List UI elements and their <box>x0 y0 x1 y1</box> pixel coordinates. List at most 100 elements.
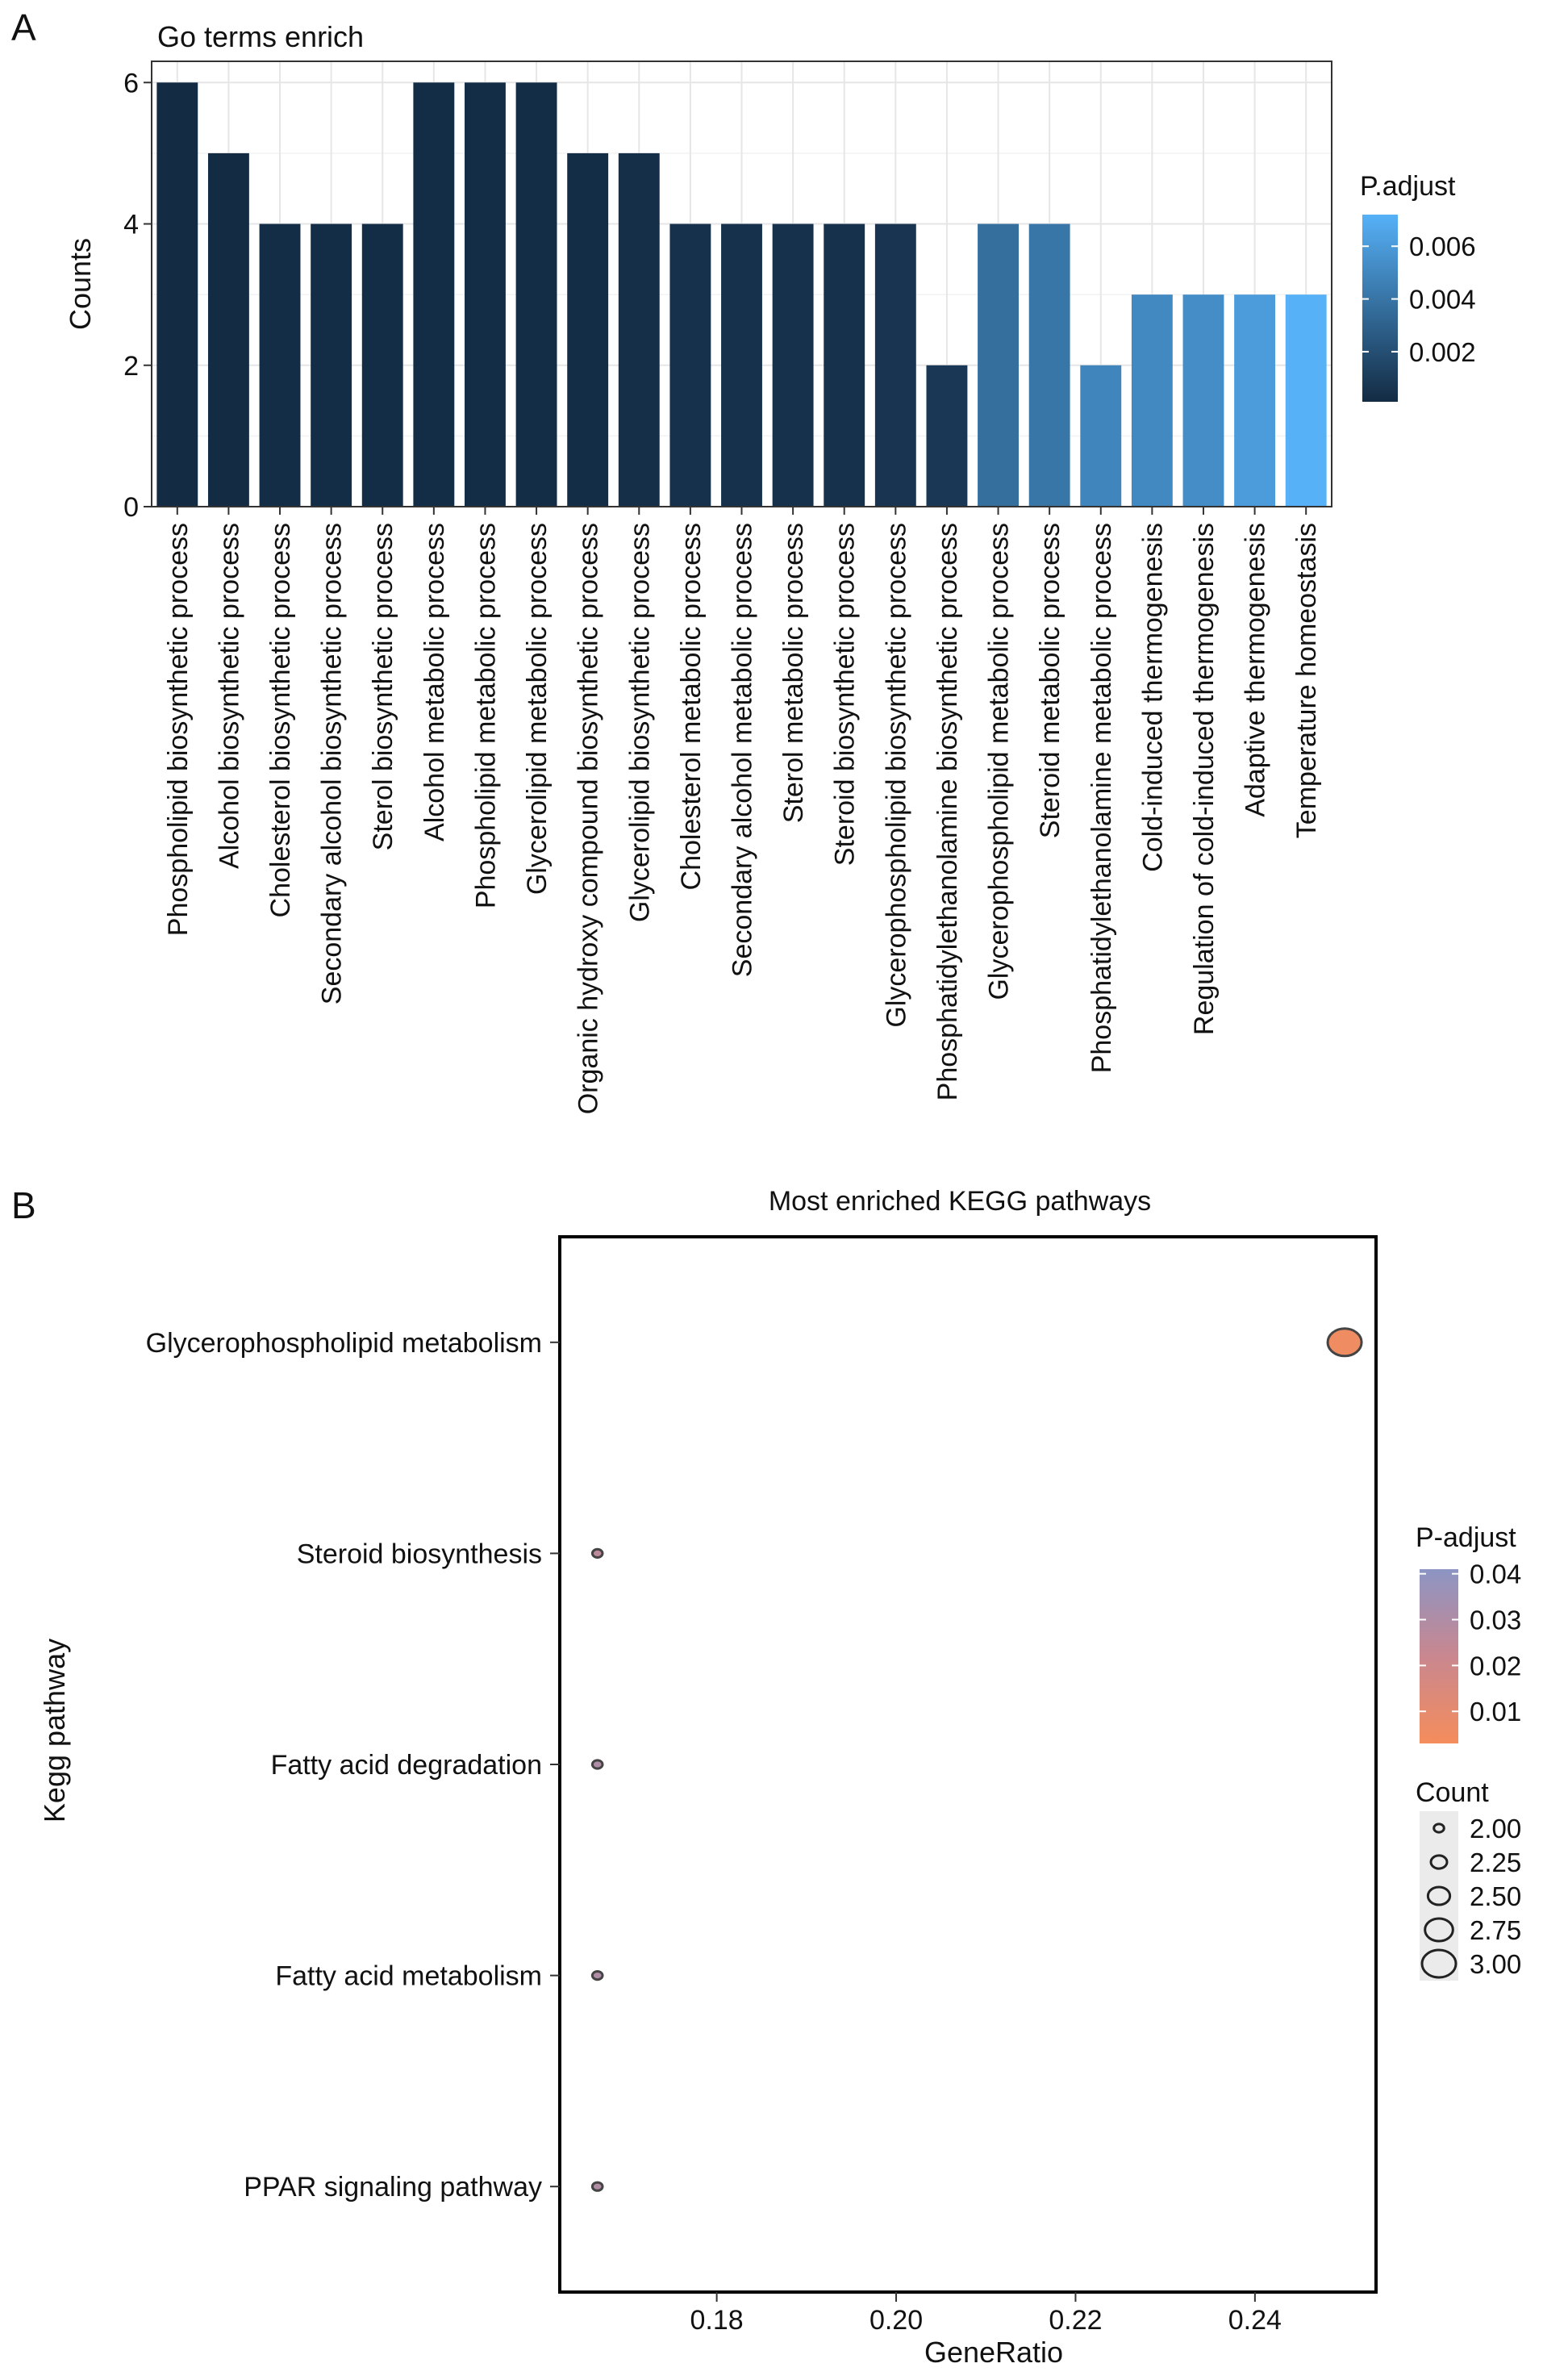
chart-a-bar <box>669 223 711 507</box>
chart-b-points <box>590 1327 1363 2192</box>
chart-b-point <box>1326 1327 1363 1358</box>
chart-b-size-legend-title: Count <box>1416 1777 1489 1808</box>
chart-b-y-tick-label: Fatty acid degradation <box>271 1750 542 1781</box>
chart-a-bar <box>156 82 198 507</box>
chart-b-x-axis-title: GeneRatio <box>924 2336 1063 2369</box>
chart-b-size-legend-circle <box>1424 1917 1454 1943</box>
chart-a-bar <box>1028 223 1070 507</box>
chart-b-size-legend-label: 2.75 <box>1470 1915 1521 1945</box>
chart-b-color-legend-title: P-adjust <box>1416 1522 1516 1553</box>
chart-b-x-tick-label: 0.18 <box>690 2305 744 2336</box>
chart-a-x-tick-label: Phospholipid biosynthetic process <box>163 523 194 936</box>
chart-b-x-tick-label: 0.20 <box>870 2305 923 2336</box>
panel-a-bar-chart: A Go terms enrich 0 2 4 6 Phospholipid bios… <box>11 6 1476 1114</box>
chart-b-size-legend-label: 2.25 <box>1470 1848 1521 1877</box>
chart-a-bar <box>1234 294 1276 507</box>
chart-a-bar <box>1080 365 1122 507</box>
chart-a-y-tick-label: 0 <box>123 492 139 523</box>
chart-a-x-tick-label: Cholesterol metabolic process <box>676 523 707 890</box>
chart-a-y-tick-label: 6 <box>123 68 139 98</box>
chart-a-y-tick-label: 2 <box>123 351 139 382</box>
chart-b-color-legend-ticks: 0.01 0.02 0.03 0.04 <box>1420 1560 1521 1727</box>
chart-b-point <box>590 1547 604 1560</box>
chart-a-x-tick-label: Secondary alcohol biosynthetic process <box>317 523 348 1004</box>
chart-a-bar <box>207 152 249 507</box>
chart-a-bar <box>413 82 455 507</box>
chart-b-color-legend-label: 0.01 <box>1470 1697 1521 1727</box>
chart-b-size-legend-key-bg <box>1420 1811 1458 1981</box>
chart-a-bars <box>156 82 1327 507</box>
chart-b-x-ticks: 0.18 0.20 0.22 0.24 <box>690 2292 1282 2336</box>
chart-a-y-axis-title: Counts <box>64 238 97 330</box>
chart-b-point <box>590 1970 604 1981</box>
chart-b-legend-colorbar <box>1420 1569 1458 1743</box>
chart-b-title: Most enriched KEGG pathways <box>769 1186 1151 1217</box>
chart-a-x-tick-label: Adaptive thermogenesis <box>1241 523 1271 817</box>
chart-a-bar <box>1131 294 1173 507</box>
chart-a-y-ticks: 0 2 4 6 <box>123 68 152 523</box>
chart-a-x-tick-label: Glycerolipid biosynthetic process <box>624 523 655 922</box>
chart-a-bar <box>824 223 865 507</box>
chart-b-point <box>590 2181 604 2192</box>
chart-b-y-tick-label: PPAR signaling pathway <box>244 2172 542 2203</box>
chart-a-bar <box>874 223 916 507</box>
chart-b-plot-border <box>558 1235 1378 2294</box>
chart-a-x-tick-label: Temperature homeostasis <box>1291 523 1322 838</box>
chart-b-point <box>590 1759 604 1770</box>
chart-a-x-tick-label: Glycerophospholipid biosynthetic process <box>881 523 911 1028</box>
chart-a-x-tick-label: Phosphatidylethanolamine metabolic proce… <box>1086 523 1117 1073</box>
chart-a-x-tick-label: Glycerolipid metabolic process <box>522 523 553 895</box>
chart-a-legend-tick-label: 0.006 <box>1409 232 1476 261</box>
panel-letter-b: B <box>11 1184 36 1226</box>
chart-a-x-tick-label: Cholesterol biosynthetic process <box>265 523 296 917</box>
chart-b-x-tick-label: 0.24 <box>1228 2305 1282 2336</box>
chart-a-x-tick-label: Cold-induced thermogenesis <box>1137 523 1168 872</box>
chart-a-bar <box>515 82 557 507</box>
chart-a-bar <box>978 223 1019 507</box>
chart-a-bar <box>361 223 403 507</box>
chart-a-legend-colorbar <box>1362 215 1398 402</box>
chart-a-legend-tick-label: 0.002 <box>1409 337 1476 367</box>
chart-a-x-tick-label: Alcohol biosynthetic process <box>214 523 244 869</box>
chart-b-size-legend-circle <box>1429 1854 1449 1870</box>
chart-a-x-tick-label: Steroid biosynthetic process <box>830 523 861 866</box>
chart-a-x-tick-label: Sterol biosynthetic process <box>368 523 398 850</box>
chart-a-legend-title: P.adjust <box>1360 171 1456 202</box>
chart-b-y-tick-labels: Glycerophospholipid metabolism Steroid bi… <box>146 1328 560 2203</box>
chart-a-x-tick-label: Sterol metabolic process <box>778 523 809 823</box>
chart-b-y-tick-label: Fatty acid metabolism <box>275 1961 542 1992</box>
chart-a-bar <box>1182 294 1224 507</box>
chart-a-x-tick-label: Phosphatidylethanolamine biosynthetic pr… <box>932 523 963 1100</box>
chart-a-x-tick-label: Secondary alcohol metabolic process <box>728 523 758 977</box>
chart-a-x-tick-label: Phospholipid metabolic process <box>470 523 501 908</box>
chart-a-bar <box>721 223 762 507</box>
chart-a-x-tick-label: Steroid metabolic process <box>1035 523 1066 838</box>
chart-b-x-tick-label: 0.22 <box>1049 2305 1102 2336</box>
chart-a-x-tick-label: Regulation of cold-induced thermogenesis <box>1189 523 1220 1035</box>
chart-a-bar <box>926 365 968 507</box>
chart-b-color-legend-label: 0.03 <box>1470 1605 1521 1635</box>
panel-b-dot-plot: B Most enriched KEGG pathways Glyceropho… <box>11 1184 1521 2369</box>
chart-a-color-legend: P.adjust 0.002 0.004 0.006 <box>1360 171 1476 402</box>
chart-a-x-tick-label: Glycerophospholipid metabolic process <box>984 523 1015 1000</box>
chart-a-x-tick-label: Organic hydroxy compound biosynthetic pr… <box>573 523 604 1114</box>
panel-letter-a: A <box>11 6 36 48</box>
chart-a-bar <box>772 223 814 507</box>
chart-a-x-tick-label: Alcohol metabolic process <box>419 523 450 841</box>
chart-b-color-legend: P-adjust 0.01 0.02 0.03 0.04 <box>1416 1522 1521 1743</box>
chart-a-x-tick-labels: Phospholipid biosynthetic process Alcohol… <box>163 507 1322 1114</box>
chart-a-bar <box>618 152 660 507</box>
chart-a-y-tick-label: 4 <box>123 210 139 240</box>
chart-b-size-legend-items: 2.00 2.25 2.50 2.75 3.00 <box>1420 1814 1521 1979</box>
chart-b-size-legend: Count 2.00 2.25 2.50 2.75 3.00 <box>1416 1777 1521 1981</box>
chart-b-color-legend-label: 0.04 <box>1470 1560 1521 1589</box>
chart-b-size-legend-label: 2.50 <box>1470 1881 1521 1911</box>
chart-b-size-legend-label: 2.00 <box>1470 1814 1521 1843</box>
chart-a-bar <box>567 152 609 507</box>
chart-a-bar <box>1285 294 1327 507</box>
chart-b-y-axis-title: Kegg pathway <box>38 1639 71 1823</box>
chart-b-y-tick-label: Steroid biosynthesis <box>297 1539 542 1569</box>
chart-a-bar <box>311 223 352 507</box>
chart-b-size-legend-circle <box>1426 1885 1452 1906</box>
